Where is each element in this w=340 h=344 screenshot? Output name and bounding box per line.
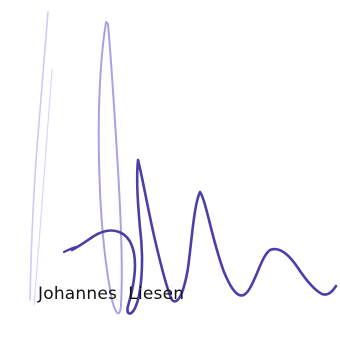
signature-stroke-dark-accent [62, 245, 78, 254]
signature-stroke-dark-main [70, 158, 338, 315]
signature-stroke-faint-left-2 [33, 69, 53, 306]
signature-printed-name: Johannes Liesen [38, 284, 185, 304]
signature-stroke-faint-left [29, 11, 49, 301]
signature-stroke-tall-loop [97, 21, 123, 315]
